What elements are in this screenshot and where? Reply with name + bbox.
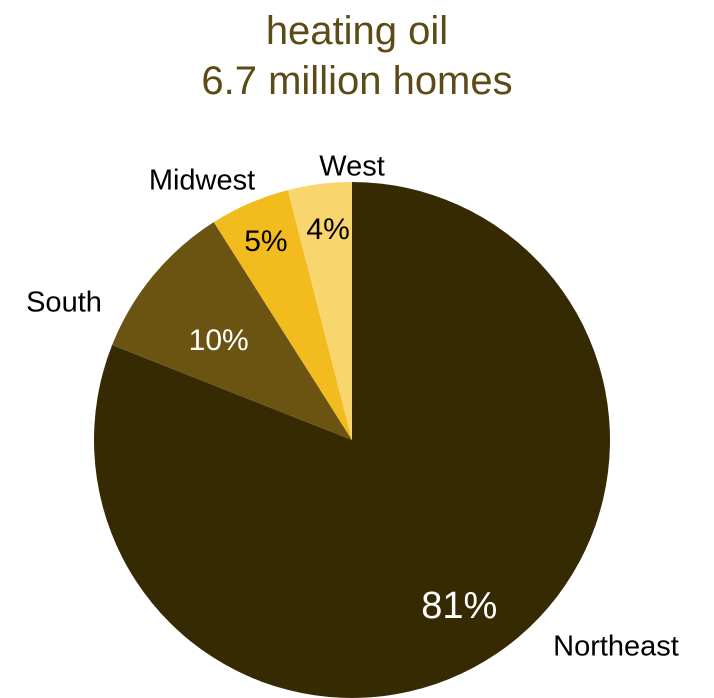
pie-slices [94, 182, 611, 698]
pie-slice-midwest [213, 190, 352, 440]
pie-category-label-northeast: Northeast [553, 631, 679, 663]
pie-value-label-midwest: 5% [244, 225, 287, 258]
pie-value-label-south: 10% [189, 324, 249, 357]
pie-value-label-northeast: 81% [421, 585, 497, 627]
pie-slice-west [287, 182, 352, 440]
pie-slice-south [112, 222, 353, 440]
pie-category-label-midwest: Midwest [149, 165, 255, 197]
pie-value-label-west: 4% [306, 213, 349, 246]
pie-category-label-south: South [26, 287, 102, 319]
pie-labels: 81% Northeast 10% South 5% Midwest 4% West [26, 151, 679, 663]
pie-slice-northeast [94, 182, 611, 698]
pie-category-label-west: West [319, 151, 385, 183]
